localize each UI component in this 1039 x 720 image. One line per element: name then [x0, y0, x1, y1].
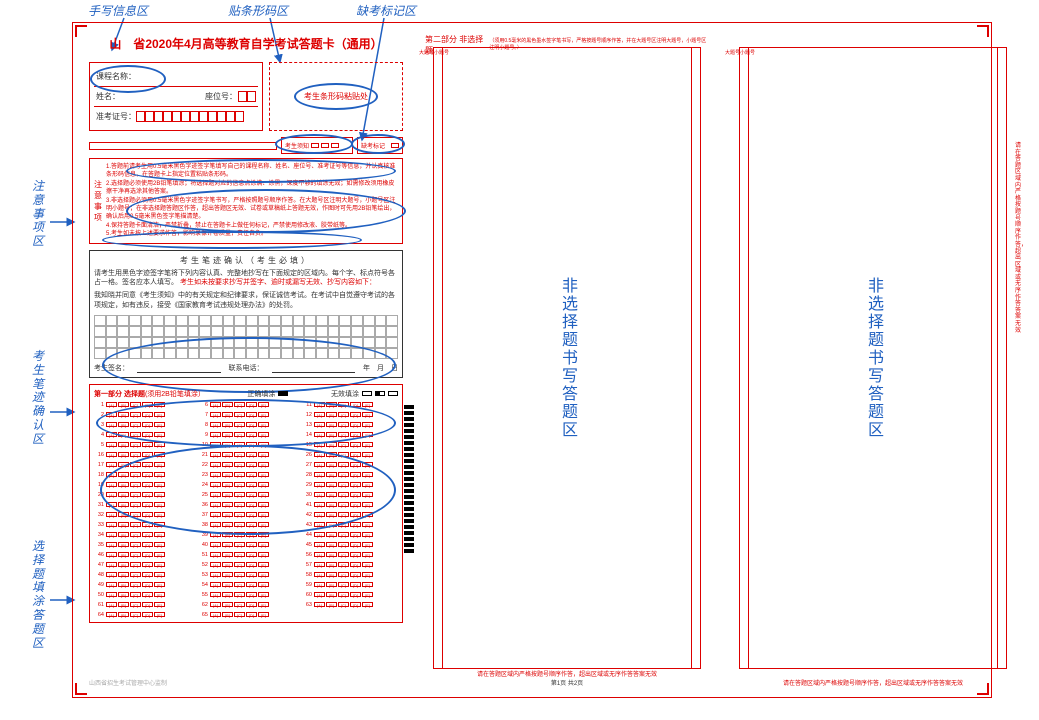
annot-choice: 选择题填涂答题区: [30, 540, 46, 650]
choice-question: 59[A][B][C][D][E]: [302, 582, 398, 588]
ellipse-absent: [351, 134, 405, 154]
name-label: 姓名：: [96, 91, 120, 102]
student-info: 课程名称： 姓名： 座位号： 准考证号：: [89, 62, 263, 131]
col2-answer-area: 非选择题书写答题区: [433, 47, 701, 669]
barcode-label: 考生条形码粘贴处: [294, 83, 378, 110]
choice-sync-marks: [404, 405, 414, 553]
pledge-title: 考生笔迹确认（考生必填）: [94, 255, 398, 266]
choice-question: 62[A][B][C][D][E]: [198, 602, 294, 608]
pledge-area: 考生笔迹确认（考生必填） 请考生用黑色字迹签字笔将下列内容认真、完整地抄写在下面…: [89, 250, 403, 378]
annot-pledge: 考生笔迹确认区: [30, 350, 46, 447]
notice-line: 4.保持答题卡面清洁，严禁折叠，禁止在答题卡上做任何标记，严禁使用修改液、胶带纸…: [106, 222, 398, 230]
choice-question: 40[A][B][C][D][E]: [198, 542, 294, 548]
column-2: 第二部分 非选择题 （须用0.5毫米的黑色墨水签字笔书写，严格按题号顺序作答，并…: [417, 31, 717, 689]
org-footer: 山西省招生考试管理中心监制: [89, 678, 167, 687]
annot-absent-area: 缺考标记区: [356, 2, 416, 19]
choice-question: 57[A][B][C][D][E]: [302, 562, 398, 568]
col3-footer: 请在答题区域内严格按题号顺序作答，超出区域或无序作答答案无效: [723, 678, 1023, 687]
choice-question: 44[A][B][C][D][E]: [302, 532, 398, 538]
choice-question: 56[A][B][C][D][E]: [302, 552, 398, 558]
ellipse-examiner: [275, 134, 353, 154]
choice-question: 53[A][B][C][D][E]: [198, 572, 294, 578]
annot-notice: 注意事项区: [30, 180, 46, 249]
col2-page: 第1页 共2页: [417, 678, 717, 687]
choice-question: 34[A][B][C][D][E]: [94, 532, 190, 538]
seat-label: 座位号：: [205, 91, 237, 102]
choice-question: 48[A][B][C][D][E]: [94, 572, 190, 578]
correct-label: 正确填涂: [247, 389, 275, 399]
choice-question: 65[A][B][C][D][E]: [198, 612, 294, 618]
col2-footer: 请在答题区域内严格按题号顺序作答，超出区域或无序作答答案无效: [417, 669, 717, 678]
pledge-text-red: 考生如未按要求抄写并签字、逾时或漏写无效、抄写内容如下：: [180, 279, 376, 286]
ellipse-choice-1: [96, 399, 396, 447]
notice-label: 注意事项: [94, 163, 106, 239]
choice-question: 45[A][B][C][D][E]: [302, 542, 398, 548]
notice-line: 3.非选择题必须用0.5毫米黑色字迹签字笔书写，严格按照题号顺序作答。在大题号区…: [106, 197, 398, 222]
ellipse-course: [90, 65, 166, 93]
examiner-row: 考生须知 缺考标记: [89, 137, 403, 154]
choice-question: 46[A][B][C][D][E]: [94, 552, 190, 558]
choice-hint: (须用2B铅笔填涂）: [145, 391, 205, 398]
choice-question: 61[A][B][C][D][E]: [94, 602, 190, 608]
choice-question: 35[A][B][C][D][E]: [94, 542, 190, 548]
notice-line: 5.考生如未按上述要求作答，影响录像评卷质量，责任自负。: [106, 230, 398, 238]
col2-center-label: 非选择题书写答题区: [555, 277, 579, 439]
choice-question: 54[A][B][C][D][E]: [198, 582, 294, 588]
ellipse-choice-2: [100, 445, 396, 535]
choice-question: 49[A][B][C][D][E]: [94, 582, 190, 588]
choice-question: 55[A][B][C][D][E]: [198, 592, 294, 598]
col3-answer-area: 非选择题书写答题区: [739, 47, 1007, 669]
choice-area: 第一部分 选择题(须用2B铅笔填涂） 正确填涂 无效填涂 1[A][B][C][…: [89, 384, 403, 623]
annot-barcode-area: 贴条形码区: [228, 2, 288, 19]
answer-sheet: 山 省2020年4月高等教育自学考试答题卡（通用） 课程名称： 姓名： 座位号：…: [72, 22, 992, 698]
notice-line: 1.答题前请考生用0.5毫米黑色字迹签字笔填写自己的课程名称、姓名、座位号、准考…: [106, 163, 398, 180]
choice-question: 64[A][B][C][D][E]: [94, 612, 190, 618]
choice-question: 50[A][B][C][D][E]: [94, 592, 190, 598]
choice-question: 58[A][B][C][D][E]: [302, 572, 398, 578]
pledge-text-3: 我知晓并同意《考生须知》中的有关规定和纪律要求，保证诚信考试。在考试中自觉遵守考…: [94, 291, 398, 311]
choice-question: 60[A][B][C][D][E]: [302, 592, 398, 598]
choice-question: 52[A][B][C][D][E]: [198, 562, 294, 568]
column-3: 大题号小题号 非选择题书写答题区 请在答题区域内严格按题号顺序作答，超出区域或无…: [723, 31, 1023, 689]
barcode-area: 考生条形码粘贴处: [269, 62, 403, 131]
annot-handwrite-area: 手写信息区: [88, 2, 148, 19]
choice-question: 47[A][B][C][D][E]: [94, 562, 190, 568]
col3-center-label: 非选择题书写答题区: [861, 277, 885, 439]
invalid-label: 无效填涂: [331, 389, 359, 399]
notice-line: 2.选择题必须使用2B铅笔填涂；将选择题对应的信息点涂满、涂黑，深度不够的填涂无…: [106, 180, 398, 197]
page-side-note: 请在答题区域内严格按题号顺序作答，超出区域或无序作答答案无效: [1015, 143, 1025, 334]
choice-title: 第一部分 选择题: [94, 391, 145, 398]
ticket-label: 准考证号：: [96, 111, 136, 122]
notice-area: 注意事项 1.答题前请考生用0.5毫米黑色字迹签字笔填写自己的课程名称、姓名、座…: [89, 158, 403, 244]
info-area: 课程名称： 姓名： 座位号： 准考证号： 考生条形码粘贴处: [89, 62, 403, 131]
column-1: 山 省2020年4月高等教育自学考试答题卡（通用） 课程名称： 姓名： 座位号：…: [81, 31, 411, 689]
sheet-title: 山 省2020年4月高等教育自学考试答题卡（通用）: [81, 31, 411, 56]
choice-question: 51[A][B][C][D][E]: [198, 552, 294, 558]
choice-question: 63[A][B][C][D][E]: [302, 602, 398, 608]
